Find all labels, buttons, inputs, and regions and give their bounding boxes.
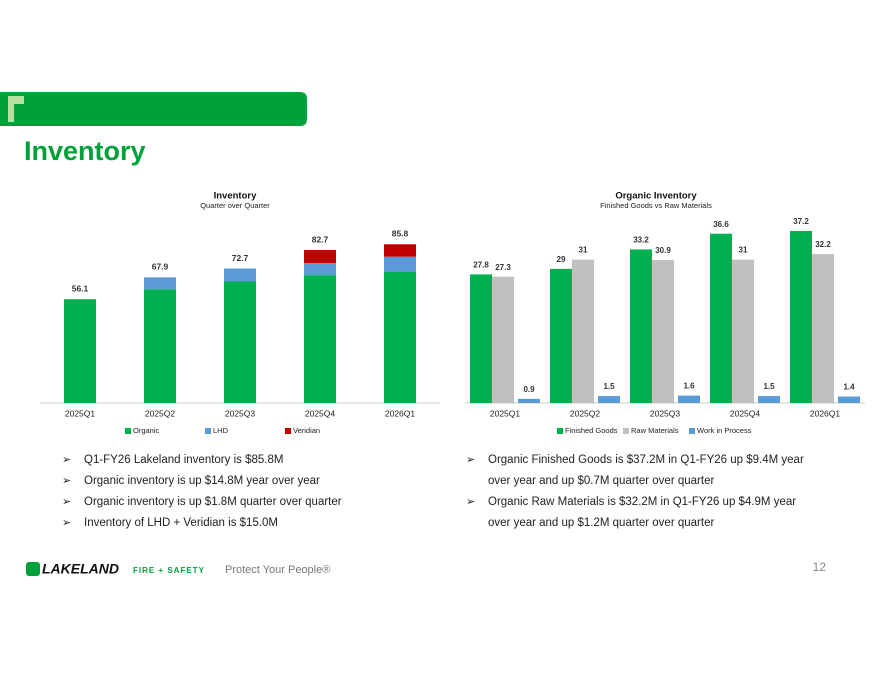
x-tick-label: 2025Q2 bbox=[570, 408, 601, 418]
bullet: Organic inventory is up $14.8M year over… bbox=[62, 471, 342, 492]
header-bar bbox=[0, 92, 307, 126]
legend-swatch bbox=[623, 428, 629, 434]
x-tick-label: 2025Q2 bbox=[145, 408, 176, 418]
bar bbox=[710, 233, 732, 403]
bar bbox=[790, 230, 812, 403]
bar bbox=[838, 396, 860, 403]
x-tick-label: 2025Q4 bbox=[730, 408, 761, 418]
bar bbox=[652, 260, 674, 403]
value-label: 1.6 bbox=[683, 382, 695, 391]
bar-segment bbox=[224, 281, 256, 403]
value-label: 32.2 bbox=[815, 240, 831, 249]
legend-label: Finished Goods bbox=[565, 426, 618, 435]
bar-segment bbox=[144, 289, 176, 403]
x-tick-label: 2025Q4 bbox=[305, 408, 336, 418]
value-label: 31 bbox=[739, 246, 748, 255]
x-tick-label: 2025Q1 bbox=[490, 408, 521, 418]
bar-segment bbox=[384, 256, 416, 273]
value-label: 31 bbox=[579, 246, 588, 255]
value-label: 27.3 bbox=[495, 263, 511, 272]
value-label: 1.5 bbox=[763, 382, 775, 391]
bar bbox=[550, 268, 572, 403]
value-label: 30.9 bbox=[655, 246, 671, 255]
x-tick-label: 2026Q1 bbox=[385, 408, 416, 418]
bullet: Q1-FY26 Lakeland inventory is $85.8M bbox=[62, 450, 342, 471]
slide-title: Inventory bbox=[24, 136, 146, 166]
bullets-left: Q1-FY26 Lakeland inventory is $85.8MOrga… bbox=[62, 450, 342, 534]
value-label: 37.2 bbox=[793, 217, 809, 226]
logo-mark bbox=[26, 562, 40, 576]
bar bbox=[678, 395, 700, 403]
legend-label: Veridian bbox=[293, 426, 320, 435]
chart-subtitle: Quarter over Quarter bbox=[200, 201, 270, 210]
legend-label: Raw Materials bbox=[631, 426, 679, 435]
bar-segment bbox=[304, 262, 336, 276]
bar bbox=[630, 249, 652, 403]
bullet: Organic Raw Materials is $32.2M in Q1-FY… bbox=[466, 492, 806, 534]
legend-swatch bbox=[689, 428, 695, 434]
x-tick-label: 2025Q3 bbox=[650, 408, 681, 418]
bar bbox=[492, 276, 514, 403]
legend-swatch bbox=[205, 428, 211, 434]
bar-segment bbox=[384, 272, 416, 403]
legend-label: Organic bbox=[133, 426, 160, 435]
total-label: 85.8 bbox=[392, 229, 409, 239]
bar bbox=[598, 396, 620, 403]
bullets-right: Organic Finished Goods is $37.2M in Q1-F… bbox=[466, 450, 806, 534]
legend-swatch bbox=[125, 428, 131, 434]
bullet: Inventory of LHD + Veridian is $15.0M bbox=[62, 513, 342, 534]
bar-segment bbox=[384, 244, 416, 257]
bullet: Organic Finished Goods is $37.2M in Q1-F… bbox=[466, 450, 806, 492]
bar bbox=[572, 259, 594, 403]
value-label: 33.2 bbox=[633, 236, 649, 245]
brand-sub: FIRE + SAFETY bbox=[133, 566, 205, 575]
bar bbox=[470, 274, 492, 403]
value-label: 1.4 bbox=[843, 383, 855, 392]
chart-subtitle: Finished Goods vs Raw Materials bbox=[600, 201, 712, 210]
x-tick-label: 2025Q1 bbox=[65, 408, 96, 418]
bar-segment bbox=[304, 275, 336, 403]
legend-label: Work in Process bbox=[697, 426, 752, 435]
header-icon bbox=[8, 96, 24, 122]
bar-segment bbox=[144, 277, 176, 290]
x-tick-label: 2025Q3 bbox=[225, 408, 256, 418]
tagline: Protect Your People® bbox=[225, 564, 330, 576]
bar bbox=[518, 398, 540, 403]
x-tick-label: 2026Q1 bbox=[810, 408, 841, 418]
page-number: 12 bbox=[813, 560, 827, 574]
value-label: 1.5 bbox=[603, 382, 615, 391]
total-label: 72.7 bbox=[232, 253, 249, 263]
bar-segment bbox=[304, 250, 336, 263]
legend-label: LHD bbox=[213, 426, 229, 435]
value-label: 27.8 bbox=[473, 261, 489, 270]
bar-segment bbox=[224, 268, 256, 282]
bar-segment bbox=[64, 299, 96, 403]
chart-title: Organic Inventory bbox=[615, 191, 697, 202]
bar bbox=[732, 259, 754, 403]
bullet: Organic inventory is up $1.8M quarter ov… bbox=[62, 492, 342, 513]
value-label: 29 bbox=[557, 255, 566, 264]
total-label: 82.7 bbox=[312, 234, 329, 244]
chart-title: Inventory bbox=[214, 191, 257, 202]
total-label: 67.9 bbox=[152, 262, 169, 272]
bar bbox=[812, 254, 834, 403]
legend-swatch bbox=[285, 428, 291, 434]
bar bbox=[758, 396, 780, 403]
brand: LAKELAND bbox=[42, 561, 119, 577]
value-label: 0.9 bbox=[523, 385, 535, 394]
legend-swatch bbox=[557, 428, 563, 434]
value-label: 36.6 bbox=[713, 220, 729, 229]
total-label: 56.1 bbox=[72, 283, 89, 293]
